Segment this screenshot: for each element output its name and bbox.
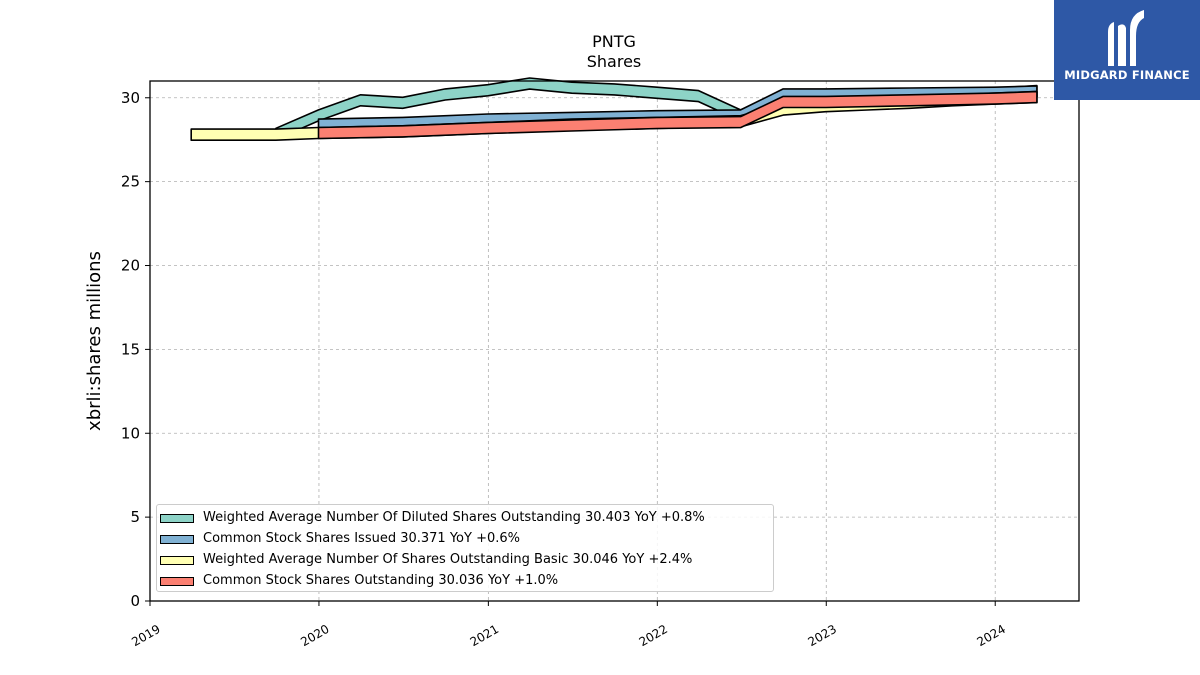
legend-item: Common Stock Shares Outstanding 30.036 Y…: [157, 572, 773, 593]
series-band-3: [317, 90, 1038, 140]
y-tick-label: 5: [130, 508, 140, 526]
y-tick-label: 20: [121, 257, 140, 275]
brand-logo: MIDGARD FINANCE: [1054, 0, 1200, 100]
legend-swatch-basic: [160, 556, 194, 565]
legend-label-diluted: Weighted Average Number Of Diluted Share…: [203, 510, 705, 525]
y-tick-label: 0: [130, 592, 140, 610]
legend-swatch-outstanding: [160, 577, 194, 586]
y-tick-label: 15: [121, 340, 140, 358]
legend-swatch-issued: [160, 535, 194, 544]
y-tick-label: 30: [121, 89, 140, 107]
chart-subtitle: Shares: [587, 52, 642, 71]
x-tick-label: 2022: [637, 622, 670, 649]
legend-item: Weighted Average Number Of Diluted Share…: [157, 509, 773, 530]
midgard-m-logo-icon: [1108, 10, 1144, 66]
y-tick-label: 10: [121, 424, 140, 442]
x-tick-label: 2023: [806, 622, 839, 649]
chart-title: PNTG: [592, 32, 636, 51]
brand-name: MIDGARD FINANCE: [1064, 68, 1190, 82]
x-tick-label: 2021: [468, 622, 501, 649]
y-axis-label: xbrli:shares millions: [84, 251, 105, 431]
y-tick-label: 25: [121, 173, 140, 191]
legend: Weighted Average Number Of Diluted Share…: [156, 504, 774, 592]
x-tick-label: 2024: [974, 622, 1007, 649]
legend-item: Weighted Average Number Of Shares Outsta…: [157, 551, 773, 572]
legend-swatch-diluted: [160, 514, 194, 523]
series-layer: [190, 77, 1038, 141]
plot-frame: [149, 80, 1080, 602]
legend-item: Common Stock Shares Issued 30.371 YoY +0…: [157, 530, 773, 551]
x-tick-label: 2019: [129, 622, 162, 649]
legend-label-issued: Common Stock Shares Issued 30.371 YoY +0…: [203, 531, 520, 546]
legend-label-basic: Weighted Average Number Of Shares Outsta…: [203, 552, 693, 567]
legend-label-outstanding: Common Stock Shares Outstanding 30.036 Y…: [203, 573, 559, 588]
x-tick-label: 2020: [298, 622, 331, 649]
